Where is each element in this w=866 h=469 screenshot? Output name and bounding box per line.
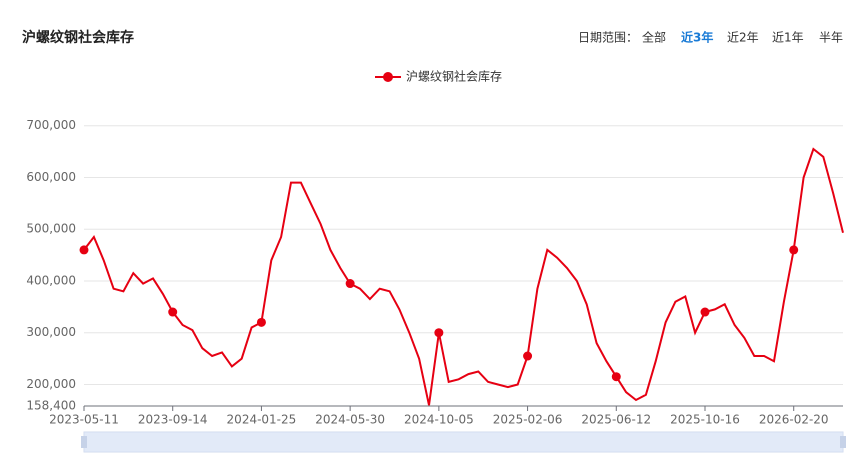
zoom-window[interactable]	[84, 432, 843, 452]
y-tick-label: 400,000	[26, 273, 76, 287]
legend-marker	[383, 72, 393, 82]
zoom-handle[interactable]	[81, 436, 87, 448]
point	[168, 307, 178, 317]
range-option[interactable]: 全部	[642, 30, 666, 45]
point	[256, 317, 266, 327]
range-option[interactable]: 半年	[819, 31, 843, 45]
zoom-handle[interactable]	[840, 436, 846, 448]
x-tick-label: 2025-02-06	[493, 413, 563, 427]
y-tick-label: 700,000	[26, 118, 76, 132]
y-tick-label: 600,000	[26, 170, 76, 184]
x-tick-label: 2025-10-16	[670, 413, 740, 427]
point	[611, 372, 621, 382]
y-tick-label: 300,000	[26, 325, 76, 339]
y-tick-label: 200,000	[26, 377, 76, 391]
x-tick-label: 2023-09-14	[138, 413, 208, 427]
x-tick-label: 2024-05-30	[315, 413, 385, 427]
point	[700, 307, 710, 317]
range-label: 日期范围：	[578, 31, 638, 45]
point	[789, 245, 799, 255]
chart-title: 沪螺纹钢社会库存	[22, 29, 134, 46]
y-tick-label: 500,000	[26, 222, 76, 236]
point	[79, 245, 89, 255]
y-tick-label: 158,400	[26, 399, 76, 413]
x-tick-label: 2024-01-25	[227, 413, 297, 427]
x-tick-label: 2025-06-12	[581, 413, 651, 427]
point	[523, 351, 533, 361]
range-option[interactable]: 近3年	[681, 30, 713, 45]
range-options: 全部 近3年 近2年 近1年 半年	[642, 30, 843, 45]
point	[434, 328, 444, 338]
legend-label: 沪螺纹钢社会库存	[406, 69, 502, 84]
range-option[interactable]: 近1年	[772, 31, 804, 45]
range-option[interactable]: 近2年	[727, 31, 759, 45]
x-tick-label: 2024-10-05	[404, 413, 474, 427]
x-tick-label: 2026-02-20	[759, 413, 829, 427]
point	[345, 279, 355, 289]
x-tick-label: 2023-05-11	[49, 413, 119, 427]
series-line	[83, 147, 844, 406]
